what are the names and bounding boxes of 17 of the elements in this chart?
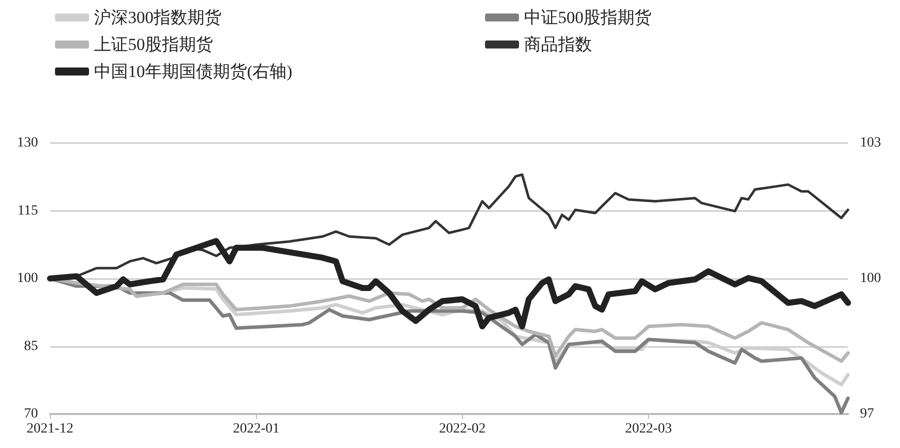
y2-tick-label: 100: [860, 271, 881, 286]
y-tick-label: 130: [17, 136, 38, 150]
y-tick-label: 115: [18, 203, 38, 218]
y-tick-label: 100: [17, 271, 38, 286]
x-tick-label: 2022-03: [625, 422, 672, 436]
legend-label: 中国10年期国债期货(右轴): [94, 62, 292, 81]
legend-label: 上证50股指期货: [94, 35, 213, 54]
legend-label: 商品指数: [524, 35, 592, 54]
legend-label: 中证500股指期货: [524, 8, 652, 27]
y-tick-label: 70: [24, 406, 38, 422]
y-tick-label: 85: [24, 338, 38, 354]
legend-label: 沪深300指数期货: [94, 8, 222, 27]
y2-tick-label: 103: [860, 136, 881, 150]
x-tick-label: 2022-02: [438, 422, 486, 436]
x-tick-label: 2022-01: [232, 422, 280, 436]
x-tick-label: 2021-12: [26, 422, 74, 436]
y2-tick-label: 97: [860, 406, 874, 422]
